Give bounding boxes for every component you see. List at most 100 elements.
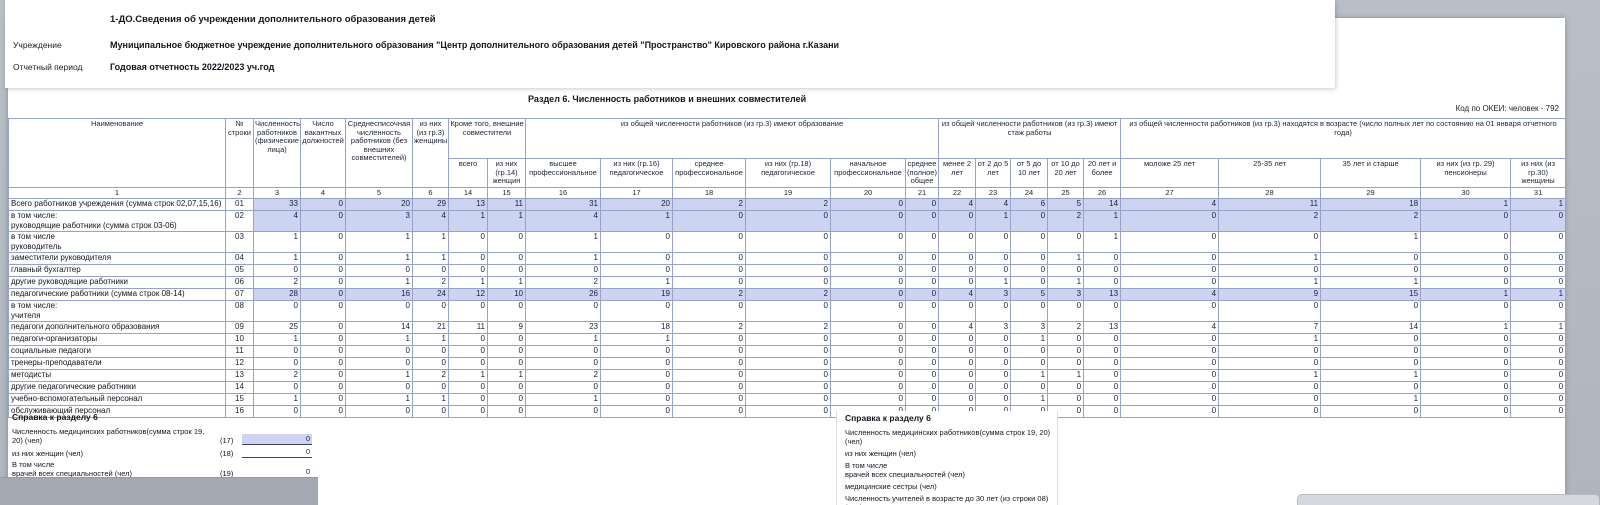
- table-cell[interactable]: 0: [1320, 380, 1422, 394]
- table-cell[interactable]: 0: [904, 356, 940, 370]
- table-cell[interactable]: 0: [1120, 209, 1220, 232]
- table-cell[interactable]: 24: [412, 287, 449, 301]
- table-cell[interactable]: 0: [1120, 392, 1220, 406]
- table-cell[interactable]: 0: [938, 263, 977, 277]
- table-cell[interactable]: 0: [904, 263, 940, 277]
- table-cell[interactable]: 12: [448, 287, 488, 301]
- table-cell[interactable]: 0: [830, 392, 906, 406]
- table-cell[interactable]: 0: [1420, 275, 1512, 289]
- table-cell[interactable]: 0: [600, 392, 673, 406]
- table-cell[interactable]: 0: [487, 404, 526, 418]
- table-cell[interactable]: 14: [1083, 197, 1122, 211]
- table-cell[interactable]: 0: [745, 263, 831, 277]
- table-cell[interactable]: 0: [253, 263, 301, 277]
- table-cell[interactable]: 9: [487, 320, 526, 334]
- table-cell[interactable]: 0: [1510, 251, 1567, 265]
- table-cell[interactable]: 0: [1120, 368, 1220, 382]
- table-cell[interactable]: 18: [600, 320, 673, 334]
- table-cell[interactable]: 0: [487, 356, 526, 370]
- table-cell[interactable]: 0: [1047, 356, 1085, 370]
- table-cell[interactable]: 0: [1218, 380, 1322, 394]
- table-cell[interactable]: 2: [525, 368, 601, 382]
- table-cell[interactable]: 0: [345, 299, 413, 322]
- table-cell[interactable]: 0: [1320, 299, 1422, 322]
- table-cell[interactable]: 0: [600, 263, 673, 277]
- table-cell[interactable]: 13: [1083, 287, 1122, 301]
- table-cell[interactable]: 1: [345, 392, 413, 406]
- table-cell[interactable]: 0: [1120, 299, 1220, 322]
- table-cell[interactable]: 0: [904, 275, 940, 289]
- table-cell[interactable]: 0: [745, 251, 831, 265]
- table-cell[interactable]: 2: [745, 320, 831, 334]
- table-cell[interactable]: 0: [300, 344, 346, 358]
- table-cell[interactable]: 0: [672, 368, 746, 382]
- table-cell[interactable]: 0: [1047, 392, 1085, 406]
- table-cell[interactable]: 0: [1510, 380, 1567, 394]
- table-cell[interactable]: 0: [1420, 230, 1512, 253]
- table-cell[interactable]: 0: [904, 368, 940, 382]
- table-cell[interactable]: 1: [1083, 230, 1122, 253]
- table-cell[interactable]: 0: [904, 209, 940, 232]
- table-cell[interactable]: 14: [345, 320, 413, 334]
- window-edge-bottom-right[interactable]: [1297, 494, 1600, 505]
- table-cell[interactable]: 0: [1083, 332, 1122, 346]
- table-cell[interactable]: 0: [525, 380, 601, 394]
- table-cell[interactable]: 0: [487, 299, 526, 322]
- table-cell[interactable]: 0: [300, 275, 346, 289]
- table-cell[interactable]: 0: [448, 380, 488, 394]
- table-cell[interactable]: 0: [1510, 332, 1567, 346]
- table-cell[interactable]: 0: [345, 263, 413, 277]
- table-cell[interactable]: 0: [975, 368, 1012, 382]
- table-cell[interactable]: 0: [672, 332, 746, 346]
- table-cell[interactable]: 0: [830, 299, 906, 322]
- table-cell[interactable]: 0: [830, 275, 906, 289]
- table-cell[interactable]: 0: [300, 380, 346, 394]
- table-cell[interactable]: 0: [672, 299, 746, 322]
- table-cell[interactable]: 0: [904, 344, 940, 358]
- table-cell[interactable]: 0: [904, 299, 940, 322]
- table-cell[interactable]: 0: [1047, 380, 1085, 394]
- table-cell[interactable]: 0: [1120, 263, 1220, 277]
- table-cell[interactable]: 0: [975, 344, 1012, 358]
- table-cell[interactable]: 0: [830, 320, 906, 334]
- table-cell[interactable]: 0: [525, 299, 601, 322]
- table-cell[interactable]: 1: [1320, 230, 1422, 253]
- table-cell[interactable]: 4: [525, 209, 601, 232]
- table-cell[interactable]: 15: [1320, 287, 1422, 301]
- table-cell[interactable]: 3: [975, 320, 1012, 334]
- table-cell[interactable]: 0: [300, 251, 346, 265]
- spravka-value-field[interactable]: 0: [242, 447, 312, 458]
- table-cell[interactable]: 18: [1320, 197, 1422, 211]
- table-cell[interactable]: 16: [345, 287, 413, 301]
- table-cell[interactable]: 1: [1218, 275, 1322, 289]
- table-cell[interactable]: 0: [300, 332, 346, 346]
- table-cell[interactable]: 2: [253, 275, 301, 289]
- table-cell[interactable]: 11: [1218, 197, 1322, 211]
- table-cell[interactable]: 20: [345, 197, 413, 211]
- table-cell[interactable]: 33: [253, 197, 301, 211]
- table-cell[interactable]: 0: [487, 392, 526, 406]
- table-cell[interactable]: 0: [1083, 404, 1122, 418]
- table-cell[interactable]: 0: [1320, 344, 1422, 358]
- table-cell[interactable]: 0: [448, 263, 488, 277]
- table-cell[interactable]: 1: [345, 251, 413, 265]
- table-cell[interactable]: 0: [253, 356, 301, 370]
- table-cell[interactable]: 3: [1010, 320, 1049, 334]
- table-cell[interactable]: 0: [1010, 356, 1049, 370]
- table-cell[interactable]: 0: [975, 263, 1012, 277]
- table-cell[interactable]: 0: [672, 275, 746, 289]
- table-cell[interactable]: 0: [1010, 251, 1049, 265]
- table-cell[interactable]: 10: [487, 287, 526, 301]
- table-cell[interactable]: 0: [672, 356, 746, 370]
- table-cell[interactable]: 0: [830, 209, 906, 232]
- table-cell[interactable]: 1: [1218, 332, 1322, 346]
- table-cell[interactable]: 0: [448, 332, 488, 346]
- table-cell[interactable]: 0: [1510, 344, 1567, 358]
- table-cell[interactable]: 0: [448, 230, 488, 253]
- table-cell[interactable]: 1: [1218, 368, 1322, 382]
- table-cell[interactable]: 2: [253, 368, 301, 382]
- table-cell[interactable]: 4: [975, 197, 1012, 211]
- table-cell[interactable]: 13: [1083, 320, 1122, 334]
- table-cell[interactable]: 0: [938, 251, 977, 265]
- table-cell[interactable]: 0: [938, 344, 977, 358]
